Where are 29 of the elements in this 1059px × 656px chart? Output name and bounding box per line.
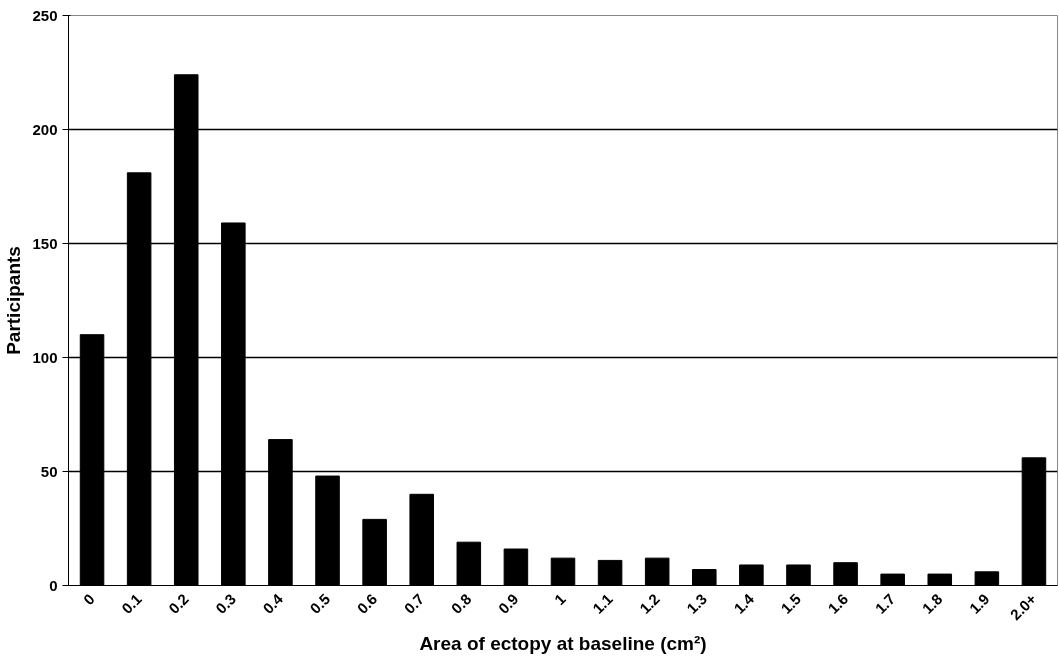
y-tick-label: 200 [32,120,58,138]
y-tick-label: 100 [32,348,58,366]
x-axis-title: Area of ectopy at baseline (cm²) [419,632,707,654]
x-tick-label: 1.8 [918,590,946,617]
x-tick-label: 0.9 [494,590,522,617]
x-tick-label: 0.3 [212,590,239,617]
x-tick-label: 2.0+ [1006,589,1040,624]
x-tick-label: 0.7 [400,590,428,617]
x-tick-label: 0.1 [118,590,145,617]
y-tick-label: 250 [32,6,58,24]
x-tick-label: 1 [550,590,569,609]
x-tick-label: 1.2 [636,590,663,617]
x-tick-label: 0.2 [165,590,192,617]
y-tick-label: 150 [32,234,58,252]
x-tick-label: 1.9 [965,590,993,617]
x-tick-label: 1.1 [588,590,616,617]
x-tick-label: 0.5 [306,590,334,617]
y-tick-label: 0 [49,576,58,594]
x-tick-label: 1.5 [777,590,805,617]
x-tick-label: 1.4 [730,589,758,617]
x-tick-label: 0.6 [353,590,381,617]
x-tick-label: 0 [79,590,98,609]
y-tick-label: 50 [40,462,58,480]
x-tick-label: 0.4 [259,589,287,617]
x-tick-label: 1.6 [824,590,852,617]
y-axis-title: Participants [3,246,25,355]
x-tick-label: 1.3 [683,590,710,617]
x-tick-label: 1.7 [871,590,899,617]
x-tick-label: 0.8 [447,590,475,617]
